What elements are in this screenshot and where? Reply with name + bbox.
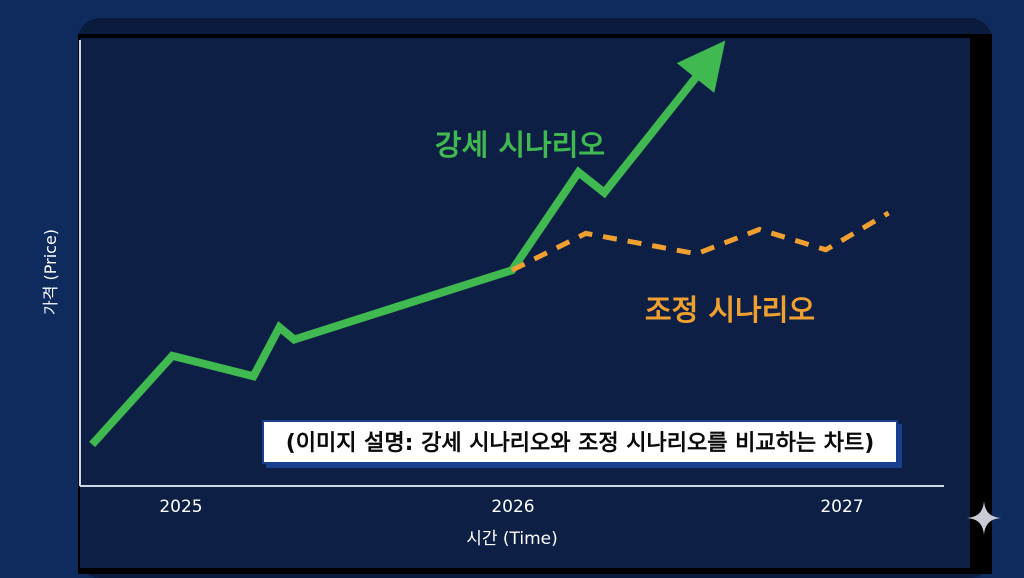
correction-scenario-label: 조정 시나리오 [645, 293, 815, 327]
series-line-0 [89, 40, 726, 448]
y-axis-label: 가격 (Price) [41, 229, 60, 315]
x-tick-label: 2025 [159, 497, 202, 517]
x-tick-label: 2026 [491, 497, 534, 517]
price-scenario-chart: 2025 2026 2027 시간 (Time) 가격 (Price) 강세 시나리… [41, 40, 944, 549]
bull-scenario-label: 강세 시나리오 [435, 128, 605, 162]
series-line-1 [510, 210, 890, 273]
x-axis-label: 시간 (Time) [466, 529, 558, 549]
chart-description-caption: (이미지 설명: 강세 시나리오와 조정 시나리오를 비교하는 차트) [262, 420, 898, 464]
sparkle-icon [967, 501, 1001, 535]
x-tick-label: 2027 [820, 497, 863, 517]
plot-background [80, 38, 970, 568]
